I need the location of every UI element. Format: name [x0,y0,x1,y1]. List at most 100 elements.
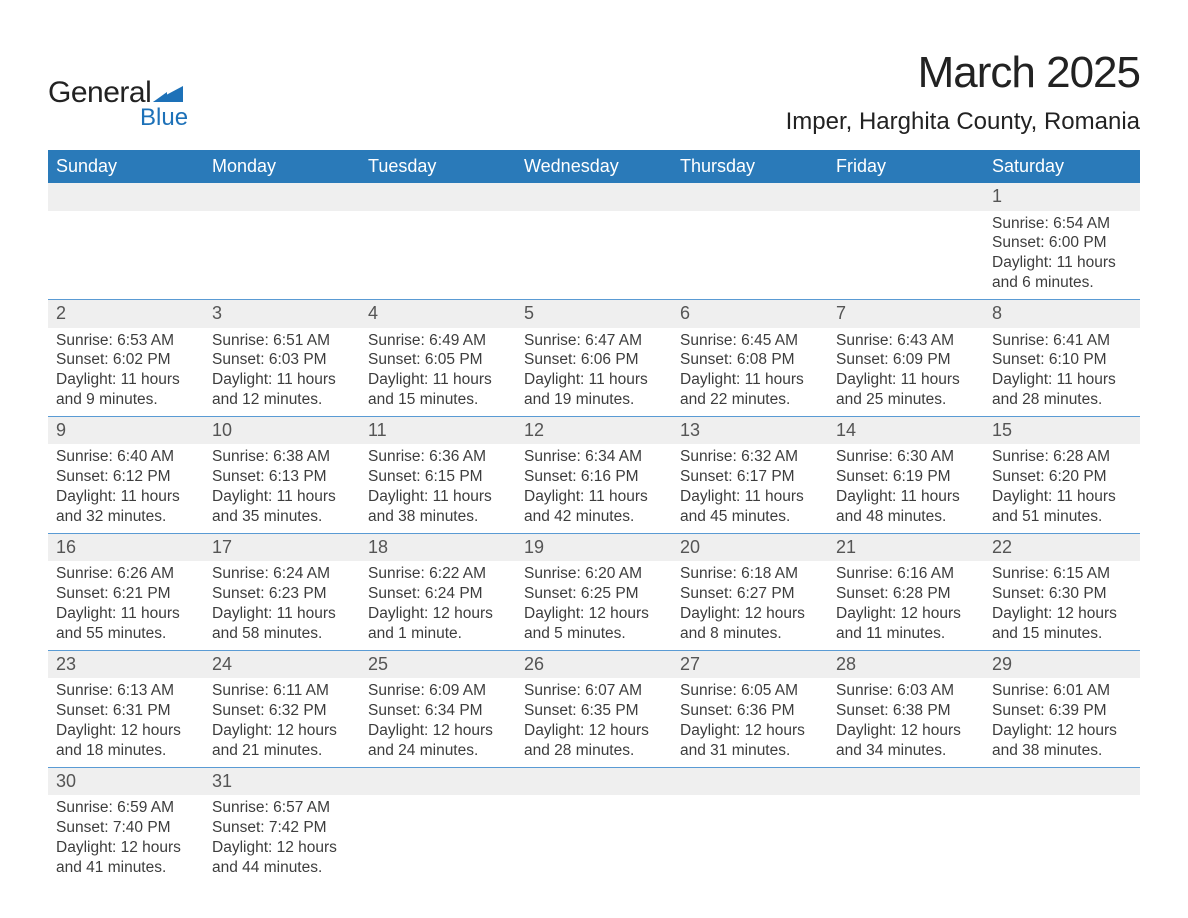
day-details: Sunrise: 6:09 AMSunset: 6:34 PMDaylight:… [360,678,516,762]
month-year-title: March 2025 [786,48,1140,98]
day-number: 1 [984,183,1140,211]
sunset-line: Sunset: 6:28 PM [836,584,978,604]
day-number [672,768,828,796]
brand-name-main: General [48,76,151,110]
sunrise-line: Sunrise: 6:15 AM [992,564,1134,584]
daylight-line: Daylight: 12 hours and 1 minute. [368,604,510,644]
sunset-line: Sunset: 6:06 PM [524,350,666,370]
day-cell [828,183,984,300]
day-details: Sunrise: 6:59 AMSunset: 7:40 PMDaylight:… [48,795,204,879]
sunset-line: Sunset: 6:34 PM [368,701,510,721]
day-number [828,768,984,796]
day-details: Sunrise: 6:53 AMSunset: 6:02 PMDaylight:… [48,328,204,412]
day-cell: 12Sunrise: 6:34 AMSunset: 6:16 PMDayligh… [516,417,672,534]
day-cell: 23Sunrise: 6:13 AMSunset: 6:31 PMDayligh… [48,651,204,768]
sunrise-line: Sunrise: 6:34 AM [524,447,666,467]
sunset-line: Sunset: 7:42 PM [212,818,354,838]
day-cell: 2Sunrise: 6:53 AMSunset: 6:02 PMDaylight… [48,300,204,417]
day-cell: 4Sunrise: 6:49 AMSunset: 6:05 PMDaylight… [360,300,516,417]
day-cell: 5Sunrise: 6:47 AMSunset: 6:06 PMDaylight… [516,300,672,417]
day-number [204,183,360,211]
day-cell: 3Sunrise: 6:51 AMSunset: 6:03 PMDaylight… [204,300,360,417]
daylight-line: Daylight: 11 hours and 38 minutes. [368,487,510,527]
day-details: Sunrise: 6:51 AMSunset: 6:03 PMDaylight:… [204,328,360,412]
sunrise-line: Sunrise: 6:24 AM [212,564,354,584]
day-details: Sunrise: 6:57 AMSunset: 7:42 PMDaylight:… [204,795,360,879]
day-cell [48,183,204,300]
sunrise-line: Sunrise: 6:03 AM [836,681,978,701]
day-cell: 22Sunrise: 6:15 AMSunset: 6:30 PMDayligh… [984,534,1140,651]
day-number: 19 [516,534,672,562]
sunrise-line: Sunrise: 6:18 AM [680,564,822,584]
sunset-line: Sunset: 6:25 PM [524,584,666,604]
day-number: 6 [672,300,828,328]
week-row: 30Sunrise: 6:59 AMSunset: 7:40 PMDayligh… [48,768,1140,884]
day-number: 15 [984,417,1140,445]
week-row: 1Sunrise: 6:54 AMSunset: 6:00 PMDaylight… [48,183,1140,300]
day-details: Sunrise: 6:15 AMSunset: 6:30 PMDaylight:… [984,561,1140,645]
day-cell [984,768,1140,884]
weekday-header: Sunday [48,150,204,183]
day-number: 25 [360,651,516,679]
week-row: 2Sunrise: 6:53 AMSunset: 6:02 PMDaylight… [48,300,1140,417]
daylight-line: Daylight: 11 hours and 22 minutes. [680,370,822,410]
day-cell: 6Sunrise: 6:45 AMSunset: 6:08 PMDaylight… [672,300,828,417]
sunrise-line: Sunrise: 6:01 AM [992,681,1134,701]
day-number: 8 [984,300,1140,328]
daylight-line: Daylight: 11 hours and 48 minutes. [836,487,978,527]
sunrise-line: Sunrise: 6:09 AM [368,681,510,701]
day-details: Sunrise: 6:07 AMSunset: 6:35 PMDaylight:… [516,678,672,762]
week-row: 23Sunrise: 6:13 AMSunset: 6:31 PMDayligh… [48,651,1140,768]
sunrise-line: Sunrise: 6:28 AM [992,447,1134,467]
sunrise-line: Sunrise: 6:57 AM [212,798,354,818]
daylight-line: Daylight: 11 hours and 32 minutes. [56,487,198,527]
sunrise-line: Sunrise: 6:16 AM [836,564,978,584]
sunset-line: Sunset: 6:31 PM [56,701,198,721]
sunrise-line: Sunrise: 6:53 AM [56,331,198,351]
day-number: 16 [48,534,204,562]
daylight-line: Daylight: 12 hours and 41 minutes. [56,838,198,878]
daylight-line: Daylight: 12 hours and 24 minutes. [368,721,510,761]
day-cell: 29Sunrise: 6:01 AMSunset: 6:39 PMDayligh… [984,651,1140,768]
sunrise-line: Sunrise: 6:41 AM [992,331,1134,351]
daylight-line: Daylight: 11 hours and 25 minutes. [836,370,978,410]
day-details: Sunrise: 6:20 AMSunset: 6:25 PMDaylight:… [516,561,672,645]
weekday-header: Thursday [672,150,828,183]
weekday-header: Monday [204,150,360,183]
day-number: 12 [516,417,672,445]
sunrise-line: Sunrise: 6:20 AM [524,564,666,584]
brand-triangle-icon [153,80,183,107]
day-details: Sunrise: 6:41 AMSunset: 6:10 PMDaylight:… [984,328,1140,412]
daylight-line: Daylight: 11 hours and 28 minutes. [992,370,1134,410]
sunset-line: Sunset: 6:23 PM [212,584,354,604]
sunrise-line: Sunrise: 6:30 AM [836,447,978,467]
sunset-line: Sunset: 6:21 PM [56,584,198,604]
day-details: Sunrise: 6:49 AMSunset: 6:05 PMDaylight:… [360,328,516,412]
sunset-line: Sunset: 7:40 PM [56,818,198,838]
day-details: Sunrise: 6:28 AMSunset: 6:20 PMDaylight:… [984,444,1140,528]
day-number [48,183,204,211]
day-number: 13 [672,417,828,445]
daylight-line: Daylight: 12 hours and 28 minutes. [524,721,666,761]
sunset-line: Sunset: 6:17 PM [680,467,822,487]
day-details: Sunrise: 6:32 AMSunset: 6:17 PMDaylight:… [672,444,828,528]
daylight-line: Daylight: 12 hours and 38 minutes. [992,721,1134,761]
day-number: 9 [48,417,204,445]
day-number: 28 [828,651,984,679]
sunset-line: Sunset: 6:03 PM [212,350,354,370]
daylight-line: Daylight: 12 hours and 11 minutes. [836,604,978,644]
day-details: Sunrise: 6:26 AMSunset: 6:21 PMDaylight:… [48,561,204,645]
sunrise-line: Sunrise: 6:40 AM [56,447,198,467]
daylight-line: Daylight: 11 hours and 15 minutes. [368,370,510,410]
day-number: 24 [204,651,360,679]
day-cell: 21Sunrise: 6:16 AMSunset: 6:28 PMDayligh… [828,534,984,651]
title-block: March 2025 Imper, Harghita County, Roman… [786,48,1140,136]
day-details: Sunrise: 6:18 AMSunset: 6:27 PMDaylight:… [672,561,828,645]
sunset-line: Sunset: 6:13 PM [212,467,354,487]
sunrise-line: Sunrise: 6:38 AM [212,447,354,467]
day-number: 7 [828,300,984,328]
day-number: 27 [672,651,828,679]
day-number: 31 [204,768,360,796]
day-details: Sunrise: 6:01 AMSunset: 6:39 PMDaylight:… [984,678,1140,762]
daylight-line: Daylight: 11 hours and 45 minutes. [680,487,822,527]
